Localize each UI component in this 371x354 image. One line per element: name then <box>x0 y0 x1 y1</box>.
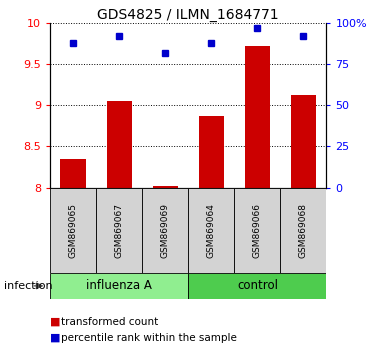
Text: GSM869069: GSM869069 <box>161 202 170 258</box>
Bar <box>60 159 86 188</box>
Text: control: control <box>237 279 278 292</box>
Bar <box>96 188 142 273</box>
Bar <box>188 188 234 273</box>
Text: ■: ■ <box>50 333 60 343</box>
Text: transformed count: transformed count <box>61 317 158 327</box>
Text: infection: infection <box>4 281 52 291</box>
Bar <box>291 96 316 188</box>
Text: GSM869064: GSM869064 <box>207 202 216 258</box>
Text: GSM869067: GSM869067 <box>115 202 124 258</box>
Title: GDS4825 / ILMN_1684771: GDS4825 / ILMN_1684771 <box>98 8 279 22</box>
Bar <box>50 273 188 299</box>
Bar <box>142 188 188 273</box>
Text: ■: ■ <box>50 317 60 327</box>
Bar <box>234 188 280 273</box>
Bar <box>106 101 132 188</box>
Bar <box>245 46 270 188</box>
Text: GSM869066: GSM869066 <box>253 202 262 258</box>
Text: GSM869068: GSM869068 <box>299 202 308 258</box>
Bar <box>198 116 224 188</box>
Bar <box>50 188 96 273</box>
Text: percentile rank within the sample: percentile rank within the sample <box>61 333 237 343</box>
Text: influenza A: influenza A <box>86 279 152 292</box>
Bar <box>152 186 178 188</box>
Text: GSM869065: GSM869065 <box>69 202 78 258</box>
Bar <box>188 273 326 299</box>
Bar <box>280 188 326 273</box>
